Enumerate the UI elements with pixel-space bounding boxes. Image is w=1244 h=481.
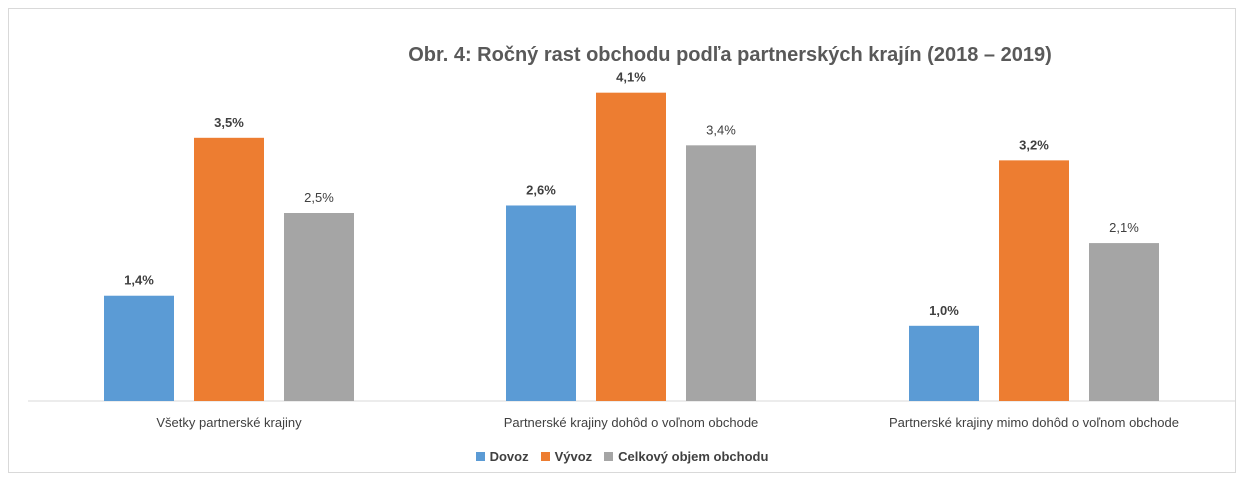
- data-label: 3,5%: [214, 115, 244, 130]
- bar-2-3: [999, 160, 1069, 401]
- bar-3-3: [1089, 243, 1159, 401]
- bar-3-2: [686, 145, 756, 401]
- bar-1-3: [909, 325, 979, 401]
- bar-2-1: [194, 137, 264, 402]
- legend-label: Dovoz: [489, 449, 529, 464]
- data-label: 1,0%: [929, 303, 959, 318]
- legend-label: Vývoz: [554, 449, 593, 464]
- legend-item: Celkový objem obchodu: [604, 449, 768, 464]
- legend-swatch: [540, 452, 550, 461]
- legend-swatch: [475, 452, 485, 461]
- data-label: 3,2%: [1019, 137, 1049, 152]
- bar-1-2: [506, 205, 576, 401]
- bar-2-2: [596, 92, 666, 402]
- data-label: 1,4%: [124, 273, 154, 288]
- data-label: 2,5%: [304, 190, 334, 205]
- category-label: Partnerské krajiny mimo dohôd o voľnom o…: [889, 415, 1179, 430]
- bar-3-1: [284, 213, 354, 401]
- legend-swatch: [604, 452, 614, 461]
- category-label: Partnerské krajiny dohôd o voľnom obchod…: [504, 415, 759, 430]
- data-label: 4,1%: [616, 70, 646, 85]
- chart-title: Obr. 4: Ročný rast obchodu podľa partner…: [408, 44, 1052, 66]
- data-label: 2,6%: [526, 182, 556, 197]
- data-label: 3,4%: [706, 122, 736, 137]
- bar-1-1: [104, 295, 174, 401]
- legend-item: Vývoz: [540, 449, 593, 464]
- legend-item: Dovoz: [475, 449, 529, 464]
- legend-label: Celkový objem obchodu: [618, 449, 769, 464]
- category-label: Všetky partnerské krajiny: [156, 415, 302, 430]
- data-label: 2,1%: [1109, 220, 1139, 235]
- legend: Dovoz Vývoz Celkový objem obchodu: [0, 449, 1244, 464]
